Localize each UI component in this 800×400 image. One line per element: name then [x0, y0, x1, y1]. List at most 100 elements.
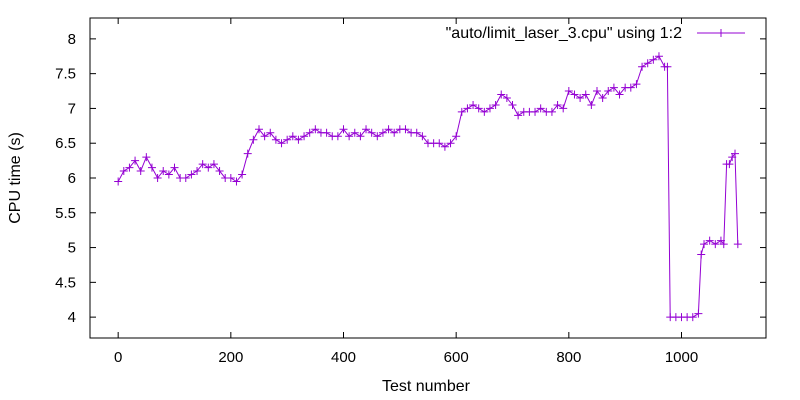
- data-point: [469, 100, 478, 109]
- data-point: [362, 125, 371, 134]
- y-tick-label: 8: [68, 31, 76, 48]
- data-point: [164, 170, 173, 179]
- data-point: [697, 250, 706, 259]
- data-point: [649, 55, 658, 64]
- data-point: [604, 87, 613, 96]
- legend: "auto/limit_laser_3.cpu" using 1:2: [446, 25, 745, 42]
- data-point: [255, 125, 263, 134]
- data-point: [345, 132, 354, 141]
- data-point: [536, 104, 545, 113]
- data-point: [390, 128, 399, 137]
- data-point: [187, 170, 196, 179]
- series-group: [114, 52, 742, 322]
- data-point: [694, 309, 703, 318]
- data-point: [485, 104, 494, 113]
- data-point: [294, 135, 303, 144]
- data-point: [576, 94, 585, 102]
- y-axis-title: CPU time (s): [7, 132, 24, 224]
- data-point: [356, 132, 365, 141]
- data-point: [638, 62, 647, 71]
- y-tick-label: 7: [68, 100, 76, 117]
- legend-marker: [717, 29, 725, 37]
- x-tick-label: 1000: [665, 349, 698, 366]
- data-point: [226, 174, 235, 182]
- data-point: [266, 128, 275, 137]
- y-tick-label: 7.5: [55, 66, 76, 83]
- data-point: [159, 167, 168, 176]
- data-point: [531, 107, 540, 116]
- data-point: [609, 83, 618, 92]
- data-point: [119, 167, 128, 176]
- data-point: [474, 104, 483, 113]
- data-point: [367, 128, 376, 137]
- x-tick-label: 600: [444, 349, 469, 366]
- data-point: [688, 313, 697, 322]
- data-point: [435, 139, 444, 148]
- y-tick-label: 6.5: [55, 135, 76, 152]
- data-point: [243, 149, 252, 158]
- data-point: [193, 167, 202, 176]
- data-point: [570, 90, 579, 99]
- data-point: [333, 132, 342, 141]
- data-point: [311, 125, 320, 134]
- data-point: [350, 128, 359, 137]
- data-point: [339, 125, 348, 134]
- data-point: [305, 128, 314, 137]
- data-point: [733, 240, 742, 249]
- data-point: [643, 59, 652, 68]
- legend-label: "auto/limit_laser_3.cpu" using 1:2: [446, 25, 682, 42]
- data-point: [632, 80, 641, 89]
- y-tick-label: 4: [68, 309, 76, 326]
- y-tick-label: 4.5: [55, 274, 76, 291]
- legend-sample: [697, 29, 745, 37]
- data-point: [711, 240, 720, 249]
- data-point: [277, 139, 286, 148]
- data-point: [232, 177, 241, 186]
- axis-ticks: 0 200 400 600 800 1000 4 4.5 5 5.5 6 6.5 7 7.5 8: [55, 18, 766, 366]
- data-point: [288, 132, 297, 141]
- data-point: [705, 236, 714, 245]
- data-point: [700, 240, 709, 249]
- data-point: [322, 128, 331, 137]
- data-point: [480, 107, 489, 116]
- data-point: [418, 132, 427, 141]
- data-point: [271, 135, 280, 144]
- data-point: [615, 90, 624, 99]
- data-point: [147, 163, 156, 172]
- x-tick-label: 400: [331, 349, 356, 366]
- data-point: [412, 128, 421, 137]
- data-point: [249, 135, 258, 144]
- y-tick-label: 5: [68, 240, 76, 257]
- x-tick-label: 200: [218, 349, 243, 366]
- data-point: [457, 107, 466, 116]
- data-point: [547, 107, 556, 116]
- data-point: [731, 149, 740, 158]
- data-point: [491, 100, 500, 109]
- data-point: [502, 94, 511, 102]
- data-point: [725, 160, 734, 169]
- data-point: [260, 132, 269, 141]
- data-point: [198, 160, 207, 169]
- data-point: [497, 90, 506, 99]
- data-point: [283, 135, 292, 144]
- y-tick-label: 5.5: [55, 205, 76, 222]
- data-point: [215, 167, 224, 176]
- data-point: [508, 100, 517, 109]
- data-point: [142, 153, 151, 162]
- data-point: [209, 160, 218, 169]
- data-point: [114, 177, 123, 186]
- data-point: [440, 142, 449, 151]
- data-point: [373, 132, 382, 141]
- data-point: [452, 132, 461, 141]
- data-point: [463, 104, 472, 113]
- x-tick-label: 0: [114, 349, 122, 366]
- data-point: [378, 128, 387, 137]
- data-point: [136, 167, 145, 176]
- data-point: [204, 163, 213, 172]
- data-point: [238, 170, 247, 179]
- data-point: [587, 100, 596, 109]
- y-tick-label: 6: [68, 170, 76, 187]
- data-point: [654, 52, 663, 61]
- data-point: [384, 125, 393, 134]
